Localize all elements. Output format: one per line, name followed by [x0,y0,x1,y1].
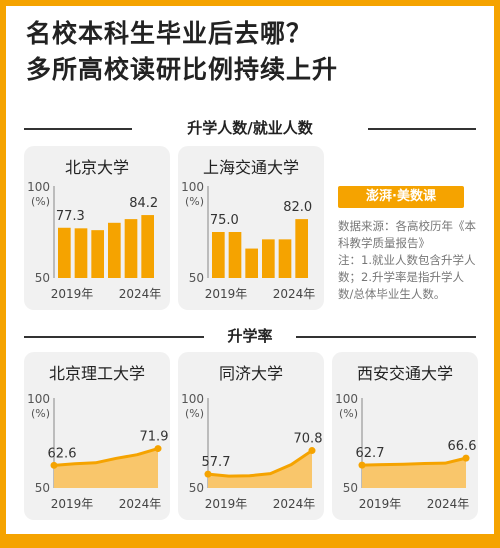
chart-card-tongji: 同济大学 100 (%) 50 57.7 70.8 2019年 2024年 [178,352,324,520]
x-tick-label: 2024年 [119,497,162,511]
bar [295,219,308,278]
chart-tongji: 100(%) 50 57.7 70.8 2019年 2024年 [181,392,323,511]
source-notes: 数据来源：各高校历年《本科教学质量报告》 注：1.就业人数包含升学人数；2.升学… [338,218,478,303]
bar [228,232,242,278]
chart-card-xjtu: 西安交通大学 100 (%) 50 62.7 66.6 2019年 2024年 [332,352,478,520]
data-label-last: 66.6 [448,439,477,454]
bar [212,232,225,278]
y-unit-label: (%) [185,407,204,420]
section-ratio-title: 升学人数/就业人数 [187,119,313,137]
y-unit-label: (%) [185,195,204,208]
data-label-first: 62.6 [48,446,77,461]
x-tick-label: 2019年 [51,287,94,301]
y-tick-label: 50 [35,481,50,495]
bar [108,222,121,278]
y-tick-label: 100 [181,392,204,406]
area-fill [54,448,158,488]
series-line [207,449,313,478]
x-tick-label: 2019年 [51,497,94,511]
y-tick-label: 100 [27,180,50,194]
data-label-first: 75.0 [210,213,239,228]
bar [262,239,275,278]
bar [141,215,154,278]
section-rule-right [368,128,476,130]
y-unit-label: (%) [31,407,50,420]
y-tick-label: 50 [189,271,204,285]
chart-card-pku: 北京大学 100 (%) 50 77.3 84.2 2019年 2024年 [24,146,170,310]
data-point [50,461,58,469]
chart-xjtu: 100(%) 50 62.7 66.6 2019年 2024年 [335,392,477,511]
section-rate-header: 升学率 [24,326,476,346]
data-point [154,445,162,453]
x-tick-label: 2024年 [119,287,162,301]
section-rule-right [296,336,476,338]
chart-card-bit: 北京理工大学 100 (%) 50 62.6 71.9 2019年 2024年 [24,352,170,520]
chart-title: 北京理工大学 [48,364,145,383]
data-label-last: 70.8 [294,432,323,447]
title-line-1: 名校本科生毕业后去哪？ [26,19,313,48]
chart-title: 同济大学 [218,364,283,383]
section-rule-left [24,128,132,130]
chart-sjtu: 100(%) 50 75.0 82.0 2019年 2024年 [181,180,316,301]
series-line [53,447,159,467]
y-unit-label: (%) [31,195,50,208]
bar [245,248,258,278]
y-tick-label: 100 [181,180,204,194]
footnote-text: 注：1.就业人数包含升学人数；2.升学率是指升学人数/总体毕业生人数。 [338,253,476,301]
brand-logo: 澎湃·美数课 [338,186,464,208]
bottom-accent-strip [6,534,494,542]
data-label-last: 71.9 [140,430,169,445]
bar [58,227,71,278]
data-point [308,447,316,455]
data-point [462,454,470,462]
data-label-first: 62.7 [356,446,385,461]
y-tick-label: 50 [35,271,50,285]
page-title: 名校本科生毕业后去哪？ 多所高校读研比例持续上升 [26,16,338,88]
chart-bit: 100(%) 50 62.6 71.9 2019年 2024年 [27,392,169,511]
data-label-first: 57.7 [202,455,231,470]
title-line-2: 多所高校读研比例持续上升 [26,55,339,84]
chart-title: 上海交通大学 [202,158,299,177]
x-tick-label: 2024年 [273,497,316,511]
chart-title: 北京大学 [64,158,129,177]
bar [124,219,138,278]
data-label-first: 77.3 [56,209,85,224]
x-tick-label: 2019年 [205,287,248,301]
area-fill [208,450,312,488]
y-unit-label: (%) [339,407,358,420]
data-label-last: 82.0 [283,200,312,215]
bar [91,230,104,278]
data-point [204,470,212,478]
data-label-last: 84.2 [129,196,158,211]
x-tick-label: 2019年 [359,497,402,511]
chart-card-sjtu: 上海交通大学 100 (%) 50 75.0 82.0 2019年 2024年 [178,146,324,310]
data-point [358,461,366,469]
bar [278,239,292,278]
chart-pku: 100(%) 50 77.3 84.2 2019年 2024年 [27,180,162,301]
source-text: 数据来源：各高校历年《本科教学质量报告》 [338,219,476,250]
y-tick-label: 50 [343,481,358,495]
x-tick-label: 2019年 [205,497,248,511]
y-tick-label: 50 [189,481,204,495]
x-tick-label: 2024年 [273,287,316,301]
section-rate-title: 升学率 [227,327,273,345]
bar [74,228,88,278]
section-rule-left [24,336,204,338]
chart-title: 西安交通大学 [356,364,453,383]
y-tick-label: 100 [335,392,358,406]
section-ratio-header: 升学人数/就业人数 [24,118,476,138]
series-line [361,456,467,467]
y-tick-label: 100 [27,392,50,406]
x-tick-label: 2024年 [427,497,470,511]
